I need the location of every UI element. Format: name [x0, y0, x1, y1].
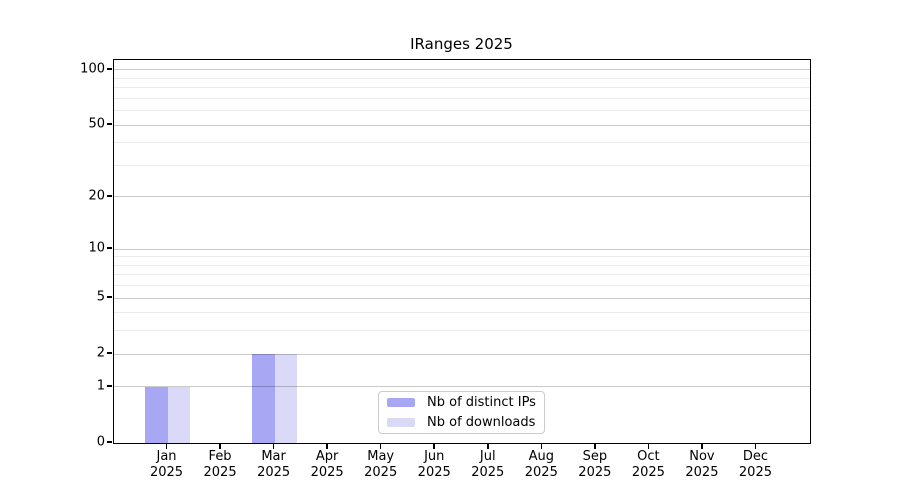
x-tick-label: Sep 2025 [559, 449, 631, 481]
x-tick-label-line: Dec [742, 448, 769, 464]
x-tick-label: Nov 2025 [666, 449, 738, 481]
x-tick-label-line: 2025 [203, 464, 237, 480]
x-tick [754, 443, 757, 449]
x-tick-label-line: Nov [689, 448, 715, 464]
major-gridline [114, 248, 810, 250]
x-tick-label-line: 2025 [364, 464, 398, 480]
x-tick-label-line: May [367, 448, 395, 464]
x-tick-label-line: Sep [582, 448, 608, 464]
x-tick [379, 443, 382, 449]
x-tick-label-line: 2025 [149, 464, 184, 480]
x-tick-label: Feb 2025 [184, 449, 256, 481]
y-tick [106, 296, 112, 298]
bar-mar-distinct-ips [252, 354, 275, 443]
minor-gridline [114, 110, 810, 112]
y-tick [106, 247, 112, 249]
legend-box: Nb of distinct IPs Nb of downloads [378, 391, 545, 434]
y-tick-label: 100 [80, 61, 105, 77]
legend-row-downloads: Nb of downloads [387, 414, 544, 432]
y-tick [106, 352, 112, 354]
x-tick-label-line: 2025 [257, 464, 291, 480]
y-tick-label: 5 [96, 289, 105, 305]
x-tick-label-line: Jun [424, 448, 445, 464]
legend-label-distinct-ips: Nb of distinct IPs [427, 395, 536, 410]
x-tick-label-line: 2025 [738, 464, 772, 480]
x-tick-label: Oct 2025 [612, 449, 684, 481]
x-tick-label: Mar 2025 [238, 449, 310, 481]
x-tick-label-line: Jan [156, 448, 177, 464]
x-tick-label-line: 2025 [471, 464, 505, 480]
x-tick-label: Apr 2025 [291, 449, 363, 481]
y-tick-label: 20 [88, 188, 105, 204]
y-tick [106, 68, 112, 70]
x-tick-label: Dec 2025 [719, 449, 791, 481]
x-tick [701, 443, 703, 449]
x-tick-label: May 2025 [345, 449, 417, 481]
x-tick [487, 443, 489, 449]
minor-gridline [114, 330, 810, 332]
y-tick [106, 195, 112, 197]
x-tick-label-line: 2025 [310, 464, 344, 480]
major-gridline [114, 386, 810, 388]
x-tick-label-line: Jul [479, 448, 496, 464]
bar-mar-downloads [274, 354, 298, 443]
plot-area [113, 59, 811, 444]
y-tick-label: 0 [96, 434, 105, 450]
x-tick-label-line: 2025 [685, 464, 719, 480]
major-gridline [114, 124, 810, 126]
x-tick-label: Jun 2025 [398, 449, 470, 481]
x-tick [540, 443, 543, 449]
x-tick [219, 443, 221, 449]
x-tick-label-line: Feb [208, 448, 232, 464]
minor-gridline [114, 256, 810, 258]
minor-gridline [114, 264, 810, 266]
x-tick-label-line: Apr [315, 448, 339, 464]
major-gridline [114, 297, 810, 299]
x-tick-label-line: 2025 [524, 464, 558, 480]
x-tick-label-line: Oct [637, 448, 660, 464]
bar-jan-downloads [167, 386, 191, 443]
minor-gridline [114, 142, 810, 144]
legend-label-downloads: Nb of downloads [427, 415, 536, 430]
minor-gridline [114, 274, 810, 276]
minor-gridline [114, 312, 810, 314]
x-tick [326, 443, 328, 449]
x-tick [272, 443, 275, 449]
y-tick [106, 123, 112, 125]
minor-gridline [114, 87, 810, 89]
chart-title: IRanges 2025 [410, 35, 513, 53]
x-tick [594, 443, 596, 449]
minor-gridline [114, 285, 810, 287]
x-tick-label: Aug 2025 [505, 449, 577, 481]
legend-row-distinct-ips: Nb of distinct IPs [387, 394, 544, 412]
major-gridline [114, 69, 810, 71]
x-tick [165, 443, 168, 449]
y-tick-label: 1 [96, 378, 105, 394]
x-tick [647, 443, 650, 449]
x-tick [433, 443, 435, 449]
minor-gridline [114, 164, 810, 166]
major-gridline [114, 353, 810, 355]
y-tick-label: 50 [88, 116, 105, 132]
minor-gridline [114, 97, 810, 99]
x-tick-label-line: 2025 [631, 464, 665, 480]
y-tick [106, 441, 112, 443]
minor-gridline [114, 77, 810, 79]
x-tick-label-line: 2025 [578, 464, 612, 480]
major-gridline [114, 196, 810, 198]
y-tick-label: 10 [88, 240, 105, 256]
legend-swatch-distinct-ips-icon [387, 398, 415, 407]
x-tick-label-line: Aug [528, 448, 554, 464]
y-tick [106, 385, 112, 387]
bar-jan-distinct-ips [145, 386, 168, 443]
x-tick-label: Jan 2025 [131, 449, 203, 481]
x-tick-label-line: 2025 [417, 464, 451, 480]
x-tick-label: Jul 2025 [452, 449, 524, 481]
x-tick-label-line: Mar [261, 448, 286, 464]
y-tick-label: 2 [96, 345, 105, 361]
legend-swatch-downloads-icon [387, 418, 415, 427]
